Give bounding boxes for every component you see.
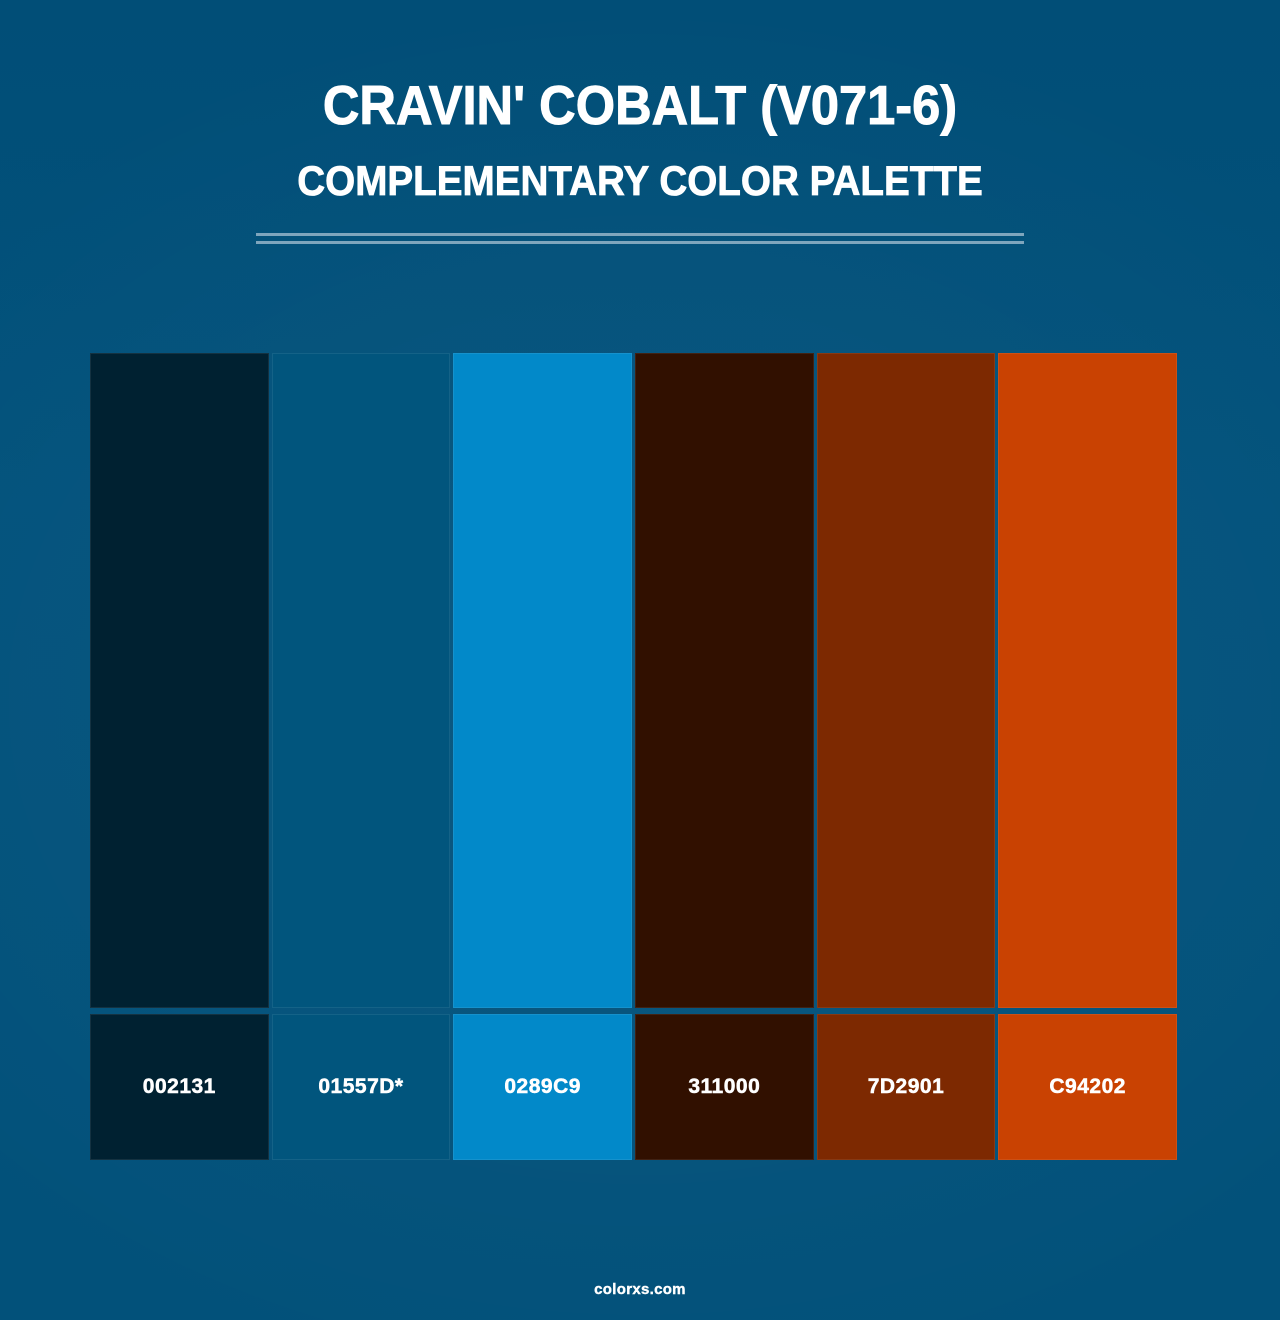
palette-grid: 002131 01557D* 0289C9 311000 7D2901 C942… — [90, 353, 1177, 1160]
swatch-hex-cell-5: 7D2901 — [816, 1014, 996, 1160]
header-divider — [256, 233, 1024, 244]
swatch-hex-label-3: 0289C9 — [504, 1075, 581, 1099]
swatch-hex-label-2: 01557D* — [318, 1075, 404, 1099]
swatch-hex-label-1: 002131 — [142, 1075, 216, 1099]
swatch-hex-label-4: 311000 — [688, 1075, 761, 1099]
swatch-color-block-1 — [90, 353, 269, 1008]
swatch-color-block-2 — [271, 353, 451, 1008]
swatch-hex-cell-3: 0289C9 — [453, 1014, 632, 1160]
page-title: CRAVIN' COBALT (V071-6) — [322, 74, 958, 136]
swatch-color-block-5 — [816, 353, 996, 1008]
swatch-color-block-6 — [998, 353, 1177, 1008]
swatch-hex-cell-6: C94202 — [998, 1014, 1177, 1160]
swatch-hex-cell-2: 01557D* — [271, 1014, 451, 1160]
swatch-hex-label-6: C94202 — [1049, 1075, 1126, 1099]
swatch-hex-label-5: 7D2901 — [867, 1075, 945, 1099]
swatch-hex-cell-1: 002131 — [90, 1014, 269, 1160]
swatch-color-block-3 — [453, 353, 632, 1008]
site-watermark: colorxs.com — [594, 1281, 686, 1298]
page-subtitle: COMPLEMENTARY COLOR PALETTE — [297, 157, 983, 204]
swatch-hex-cell-4: 311000 — [635, 1014, 814, 1160]
site-footer: colorxs.com — [0, 1281, 1280, 1299]
swatch-color-block-4 — [635, 353, 814, 1008]
